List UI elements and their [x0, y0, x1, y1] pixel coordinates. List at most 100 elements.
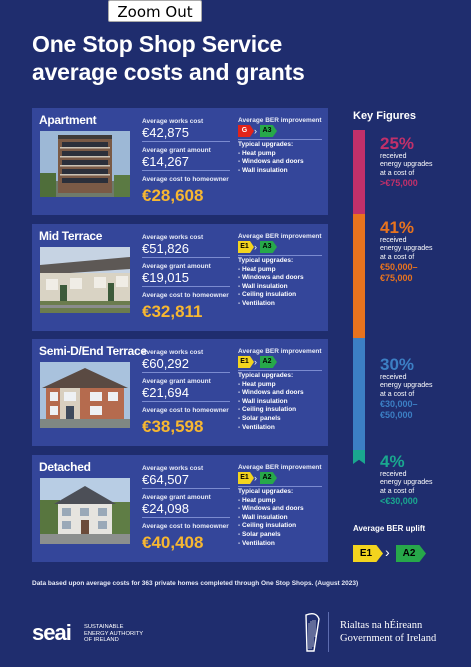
key-figure-pct: 41%	[380, 218, 415, 237]
upgrade-item: - Ceiling insulation	[238, 406, 297, 414]
government-logo-text: Rialtas na hÉireann Government of Irelan…	[340, 619, 436, 645]
cost-label: Average cost to homeowner	[142, 407, 229, 414]
key-figure-pct: 30%	[380, 355, 415, 374]
works-label: Average works cost	[142, 349, 204, 356]
desc-amount: >€75,000	[380, 178, 418, 189]
divider	[238, 486, 322, 487]
cost-label: Average cost to homeowner	[142, 292, 229, 299]
seai-line: ENERGY AUTHORITY	[84, 630, 144, 637]
upgrade-item: - Ceiling insulation	[238, 291, 297, 299]
upgrade-item: - Heat pump	[238, 265, 276, 273]
cost-value: €32,811	[142, 302, 203, 321]
desc-amount: €50,000–	[380, 262, 418, 273]
ber-label: Average BER improvement	[238, 464, 322, 471]
card-title: Mid Terrace	[39, 229, 103, 243]
typical-upgrades-title: Typical upgrades:	[238, 488, 294, 495]
card-title: Detached	[39, 460, 91, 474]
key-figures-title: Key Figures	[353, 110, 416, 122]
upgrade-item: - Heat pump	[238, 496, 276, 504]
upgrade-item: - Solar panels	[238, 530, 281, 538]
harp-icon	[302, 611, 322, 655]
upgrade-item: - Wall insulation	[238, 397, 288, 405]
key-figure-pct: 4%	[380, 452, 405, 471]
title-line-1: One Stop Shop Service	[32, 31, 283, 57]
desc-line: received	[380, 471, 407, 478]
upgrade-item: - Ventilation	[238, 539, 275, 547]
detached-photo	[40, 478, 130, 544]
upgrade-item: - Ventilation	[238, 299, 275, 307]
desc-line: energy upgrades	[380, 245, 433, 253]
desc-line: energy upgrades	[380, 382, 433, 390]
card-mid-terrace: Mid Terrace Average works cost €51,826 A…	[32, 224, 328, 331]
apartment-photo	[40, 131, 130, 197]
upgrade-item: - Heat pump	[238, 380, 276, 388]
upgrade-item: - Wall insulation	[238, 513, 288, 521]
key-figure-bar-3	[353, 338, 365, 450]
seai-logo: seai	[32, 620, 72, 645]
typical-upgrades: Typical upgrades: - Heat pump - Windows …	[238, 372, 304, 432]
divider	[142, 517, 230, 518]
key-figure-bar-2	[353, 214, 365, 338]
upgrade-item: - Windows and doors	[238, 274, 304, 282]
chevron-right-icon: ›	[385, 544, 390, 560]
works-label: Average works cost	[142, 118, 204, 125]
ber-to-badge: A3	[260, 241, 277, 253]
divider	[238, 370, 322, 371]
chevron-right-icon: ›	[254, 126, 257, 136]
seai-line: SUSTAINABLE	[84, 624, 124, 630]
page-title: One Stop Shop Service average costs and …	[32, 30, 305, 86]
cost-label: Average cost to homeowner	[142, 523, 229, 530]
upgrade-item: - Windows and doors	[238, 505, 304, 513]
upgrade-item: - Windows and doors	[238, 158, 304, 166]
divider	[142, 257, 230, 258]
typical-upgrades-title: Typical upgrades:	[238, 141, 294, 148]
ber-to-badge: A2	[260, 472, 277, 484]
card-title: Apartment	[39, 113, 97, 127]
typical-upgrades-title: Typical upgrades:	[238, 257, 294, 264]
desc-line: received	[380, 237, 407, 244]
desc-line: received	[380, 374, 407, 381]
zoom-out-button[interactable]: Zoom Out	[108, 0, 202, 22]
ber-to-badge: A2	[260, 356, 277, 368]
upgrade-item: - Ventilation	[238, 423, 275, 431]
card-apartment: Apartment Average works cost €42,875 Ave…	[32, 108, 328, 215]
key-figure-desc: received energy upgrades at a cost of >€…	[380, 153, 433, 189]
ber-uplift-title: Average BER uplift	[353, 524, 426, 533]
typical-upgrades-title: Typical upgrades:	[238, 372, 294, 379]
key-figure-pct: 25%	[380, 134, 415, 153]
uplift-from-badge: E1	[353, 545, 383, 562]
divider	[328, 612, 329, 652]
grant-value: €19,015	[142, 270, 189, 285]
grant-label: Average grant amount	[142, 263, 211, 270]
ber-label: Average BER improvement	[238, 233, 322, 240]
divider	[238, 139, 322, 140]
ber-to-badge: A3	[260, 125, 277, 137]
divider	[142, 170, 230, 171]
divider	[142, 286, 230, 287]
chevron-right-icon: ›	[254, 473, 257, 483]
desc-amount: €75,000	[380, 273, 413, 284]
chevron-right-icon: ›	[254, 357, 257, 367]
desc-line: received	[380, 153, 407, 160]
ber-from-badge: E1	[238, 356, 254, 368]
works-value: €42,875	[142, 125, 189, 140]
title-line-2: average costs and grants	[32, 59, 305, 85]
desc-line: energy upgrades	[380, 161, 433, 169]
card-detached: Detached Average works cost €64,507 Aver…	[32, 455, 328, 562]
chevron-right-icon: ›	[254, 242, 257, 252]
desc-line: energy upgrades	[380, 479, 433, 487]
ber-from-badge: E1	[238, 241, 254, 253]
works-value: €64,507	[142, 472, 189, 487]
seai-logo-subtitle: SUSTAINABLE ENERGY AUTHORITY OF IRELAND	[84, 624, 143, 644]
divider	[238, 255, 322, 256]
cost-value: €40,408	[142, 533, 204, 552]
card-semi-d: Semi-D/End Terrace Average works cost €6…	[32, 339, 328, 446]
card-title: Semi-D/End Terrace	[39, 344, 147, 358]
key-figure-desc: received energy upgrades at a cost of €5…	[380, 237, 433, 284]
grant-label: Average grant amount	[142, 378, 211, 385]
ber-label: Average BER improvement	[238, 117, 322, 124]
desc-amount: €50,000	[380, 410, 413, 421]
desc-line: at a cost of	[380, 169, 415, 177]
grant-label: Average grant amount	[142, 494, 211, 501]
works-label: Average works cost	[142, 234, 204, 241]
